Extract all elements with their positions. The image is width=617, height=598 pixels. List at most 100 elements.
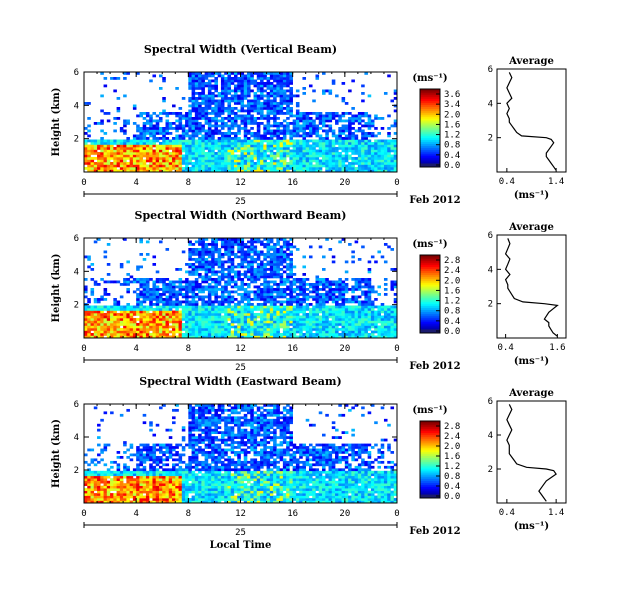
- heatmap-cell: [158, 288, 163, 291]
- heatmap-cell: [201, 159, 205, 163]
- heatmap-cell: [168, 162, 173, 165]
- heatmap-cell: [282, 152, 287, 155]
- heatmap-cell: [227, 303, 232, 306]
- heatmap-cell: [93, 323, 98, 326]
- heatmap-cell: [233, 159, 238, 163]
- heatmap-cell: [247, 285, 251, 289]
- heatmap-cell: [354, 310, 359, 314]
- heatmap-cell: [240, 97, 245, 100]
- heatmap-cell: [168, 127, 173, 130]
- heatmap-cell: [367, 149, 372, 153]
- heatmap-cell: [263, 94, 267, 98]
- heatmap-cell: [191, 293, 196, 296]
- x-tick-label: 8: [186, 344, 191, 354]
- heatmap-cell: [374, 147, 378, 150]
- heatmap-cell: [240, 164, 245, 168]
- heatmap-cell: [269, 308, 274, 311]
- heatmap-cell: [263, 323, 267, 326]
- heatmap-cell: [276, 82, 280, 85]
- heatmap-cell: [370, 303, 375, 306]
- heatmap-cell: [123, 328, 127, 331]
- heatmap-cell: [240, 283, 245, 286]
- heatmap-cell: [318, 119, 323, 123]
- heatmap-cell: [335, 323, 339, 326]
- heatmap-cell: [250, 102, 254, 105]
- heatmap-cell: [214, 290, 218, 294]
- heatmap-cell: [266, 263, 271, 266]
- heatmap-cell: [361, 124, 365, 128]
- heatmap-cell: [240, 278, 245, 281]
- heatmap-cell: [250, 89, 254, 93]
- heatmap-cell: [204, 164, 209, 168]
- heatmap-cell: [84, 142, 88, 145]
- heatmap-cell: [204, 285, 209, 289]
- heatmap-cell: [269, 258, 274, 261]
- heatmap-cell: [217, 154, 222, 158]
- heatmap-cell: [106, 320, 111, 324]
- heatmap-cell: [331, 255, 336, 259]
- heatmap-cell: [233, 318, 238, 321]
- heatmap-cell: [305, 335, 310, 339]
- heatmap-cell: [204, 74, 209, 78]
- heatmap-cell: [93, 335, 98, 339]
- heatmap-cell: [240, 102, 245, 105]
- heatmap-cell: [220, 305, 225, 309]
- heatmap-cell: [129, 154, 134, 158]
- heatmap-cell: [266, 109, 271, 113]
- heatmap-cell: [289, 82, 293, 85]
- heatmap-cell: [273, 330, 277, 334]
- heatmap-cell: [325, 124, 329, 128]
- heatmap-cell: [191, 162, 196, 165]
- heatmap-cell: [338, 240, 342, 244]
- heatmap-cell: [178, 112, 183, 115]
- heatmap-cell: [198, 273, 202, 276]
- profile-y-tick-label: 4: [488, 99, 493, 109]
- heatmap-cell: [230, 320, 235, 324]
- heatmap-cell: [247, 132, 251, 135]
- heatmap-cell: [201, 238, 205, 241]
- heatmap-cell: [162, 283, 166, 286]
- heatmap-cell: [227, 147, 232, 150]
- heatmap-cell: [181, 295, 186, 299]
- heatmap-cell: [145, 137, 150, 140]
- heatmap-cell: [279, 162, 284, 165]
- heatmap-cell: [211, 300, 215, 304]
- heatmap-cell: [260, 79, 264, 83]
- heatmap-cell: [247, 112, 251, 115]
- heatmap-cell: [266, 124, 271, 128]
- heatmap-cell: [357, 320, 362, 324]
- heatmap-cell: [318, 245, 323, 249]
- heatmap-cell: [286, 142, 290, 145]
- heatmap-cell: [331, 144, 336, 148]
- heatmap-cell: [305, 162, 310, 165]
- heatmap-cell: [237, 167, 241, 170]
- heatmap-cell: [250, 303, 254, 306]
- heatmap-cell: [370, 300, 375, 304]
- colorbar-step: [420, 319, 440, 322]
- heatmap-cell: [87, 129, 91, 133]
- heatmap-cell: [387, 154, 391, 158]
- heatmap-cell: [207, 333, 212, 336]
- heatmap-cell: [266, 157, 271, 160]
- heatmap-cell: [194, 315, 199, 319]
- heatmap-cell: [119, 127, 124, 130]
- heatmap-cell: [354, 315, 359, 319]
- heatmap-cell: [123, 313, 127, 316]
- heatmap-cell: [374, 290, 378, 294]
- heatmap-cell: [335, 119, 339, 123]
- heatmap-cell: [207, 117, 212, 120]
- heatmap-cell: [348, 169, 352, 173]
- heatmap-cell: [273, 250, 277, 254]
- heatmap-cell: [188, 124, 192, 128]
- heatmap-cell: [158, 310, 163, 314]
- heatmap-cell: [364, 164, 368, 168]
- heatmap-cell: [217, 300, 222, 304]
- heatmap-cell: [260, 97, 264, 100]
- heatmap-cell: [341, 303, 346, 306]
- heatmap-cell: [204, 119, 209, 123]
- heatmap-cell: [220, 275, 225, 279]
- heatmap-cell: [188, 310, 192, 314]
- heatmap-cell: [295, 162, 300, 165]
- heatmap-cell: [377, 117, 381, 120]
- heatmap-cell: [211, 119, 215, 123]
